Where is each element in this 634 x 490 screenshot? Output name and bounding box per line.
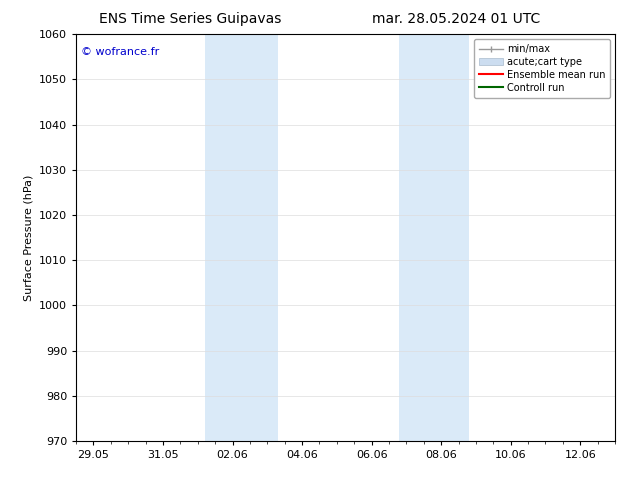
- Legend: min/max, acute;cart type, Ensemble mean run, Controll run: min/max, acute;cart type, Ensemble mean …: [474, 39, 610, 98]
- Text: mar. 28.05.2024 01 UTC: mar. 28.05.2024 01 UTC: [372, 12, 541, 26]
- Text: ENS Time Series Guipavas: ENS Time Series Guipavas: [99, 12, 281, 26]
- Y-axis label: Surface Pressure (hPa): Surface Pressure (hPa): [23, 174, 34, 301]
- Bar: [205, 34, 278, 441]
- Bar: [399, 34, 469, 441]
- Text: © wofrance.fr: © wofrance.fr: [81, 47, 160, 56]
